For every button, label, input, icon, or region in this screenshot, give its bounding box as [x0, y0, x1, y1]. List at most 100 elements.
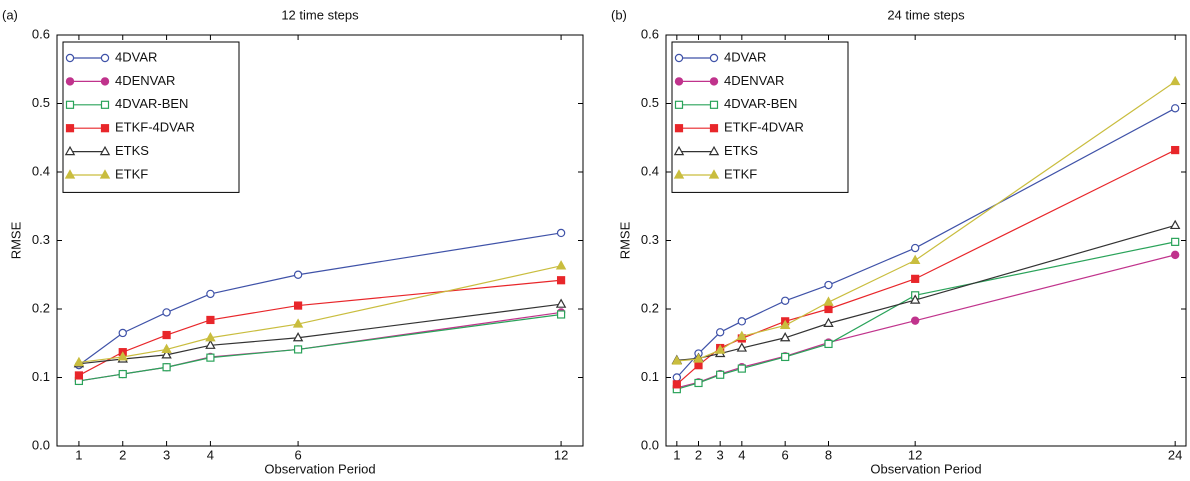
- x-tick-label: 2: [119, 447, 126, 462]
- marker: [824, 280, 833, 290]
- marker: [909, 294, 921, 304]
- x-tick-label: 24: [1168, 447, 1182, 462]
- marker: [556, 310, 566, 319]
- marker: [694, 361, 703, 370]
- legend-marker: [709, 124, 719, 133]
- marker: [736, 330, 748, 340]
- legend-label: ETKS: [724, 143, 758, 158]
- marker: [293, 270, 303, 279]
- legend-label: 4DVAR-BEN: [724, 96, 797, 111]
- chart-panel: (a) 12 time steps Observation Period RMSE 0.…: [2, 7, 584, 476]
- chart-panel: (b) 24 time steps Observation Period RMSE 0.…: [611, 7, 1187, 476]
- marker: [292, 332, 304, 342]
- legend-marker: [709, 100, 719, 109]
- y-tick-label: 0.3: [32, 232, 50, 247]
- marker: [556, 276, 566, 285]
- y-tick-label: 0.3: [641, 232, 659, 247]
- legend-box: [671, 41, 849, 193]
- legend-label: ETKF: [724, 166, 757, 181]
- legend-marker: [100, 100, 110, 109]
- marker: [555, 298, 567, 308]
- marker: [779, 319, 791, 330]
- marker: [161, 349, 172, 359]
- chart-title: 12 time steps: [281, 7, 359, 22]
- legend-label: ETKF-4DVAR: [115, 120, 195, 135]
- legend-marker: [99, 145, 111, 156]
- x-tick-label: 12: [908, 447, 922, 462]
- y-tick-label: 0.1: [32, 369, 50, 384]
- legend-marker: [674, 77, 684, 86]
- marker: [780, 296, 790, 305]
- marker: [73, 356, 85, 367]
- legend-marker: [673, 145, 685, 156]
- y-axis-label: RMSE: [8, 221, 23, 259]
- series-line: [78, 232, 562, 366]
- legend: 4DVAR 4DENVAR 4DVAR-BEN ETKF-4DVAR ETKS ETKF: [62, 41, 240, 193]
- marker: [162, 308, 171, 317]
- legend-marker: [674, 53, 684, 63]
- marker: [909, 254, 921, 264]
- marker: [694, 378, 703, 388]
- series-line: [78, 279, 562, 376]
- legend: 4DVAR 4DENVAR 4DVAR-BEN ETKF-4DVAR ETKS ETKF: [671, 41, 849, 193]
- marker: [824, 304, 833, 314]
- marker: [824, 339, 833, 349]
- legend-label: ETKF: [115, 166, 148, 181]
- y-tick-label: 0.5: [641, 95, 659, 110]
- marker: [1169, 75, 1181, 86]
- marker: [716, 370, 725, 379]
- legend-marker: [99, 169, 111, 179]
- legend-box: [62, 41, 240, 193]
- legend-marker: [65, 77, 75, 86]
- marker: [205, 332, 216, 342]
- y-tick-label: 0.2: [641, 300, 659, 315]
- plot-frame: [665, 34, 1187, 447]
- x-tick-label: 1: [673, 447, 680, 462]
- marker: [781, 352, 790, 362]
- series-line: [78, 303, 562, 365]
- y-tick-label: 0.5: [32, 95, 50, 110]
- x-tick-label: 8: [825, 447, 832, 462]
- legend-marker: [674, 100, 684, 109]
- marker: [910, 243, 920, 253]
- legend-marker: [708, 145, 720, 156]
- y-tick-label: 0.0: [32, 437, 50, 452]
- y-tick-label: 0.4: [641, 163, 659, 178]
- x-tick-label: 4: [207, 447, 214, 462]
- legend-label: ETKS: [115, 143, 149, 158]
- marker: [671, 355, 683, 365]
- legend-marker: [100, 77, 110, 86]
- x-axis-label: Observation Period: [870, 461, 981, 476]
- marker: [162, 330, 171, 340]
- marker: [1170, 250, 1180, 260]
- legend-label: 4DENVAR: [115, 73, 175, 88]
- marker: [911, 274, 920, 283]
- x-tick-label: 1: [75, 447, 82, 462]
- y-axis-label: RMSE: [617, 221, 632, 259]
- marker: [714, 344, 726, 354]
- marker: [206, 289, 215, 299]
- y-tick-label: 0.4: [32, 163, 50, 178]
- marker: [779, 332, 791, 342]
- legend-label: 4DENVAR: [724, 73, 784, 88]
- marker: [206, 315, 215, 325]
- marker: [293, 301, 303, 310]
- marker: [910, 316, 920, 325]
- marker: [1169, 219, 1181, 230]
- marker: [117, 351, 128, 361]
- panel-label: (b): [611, 7, 627, 22]
- marker: [161, 343, 172, 354]
- marker: [823, 317, 834, 327]
- y-tick-label: 0.2: [32, 300, 50, 315]
- x-tick-label: 6: [782, 447, 789, 462]
- legend-marker: [64, 169, 76, 179]
- marker: [693, 353, 704, 363]
- x-tick-label: 4: [738, 447, 745, 462]
- marker: [118, 369, 127, 379]
- marker: [715, 328, 725, 337]
- legend-marker: [709, 77, 719, 86]
- legend-marker: [65, 53, 75, 63]
- x-axis-label: Observation Period: [264, 461, 375, 476]
- series-line: [78, 265, 562, 364]
